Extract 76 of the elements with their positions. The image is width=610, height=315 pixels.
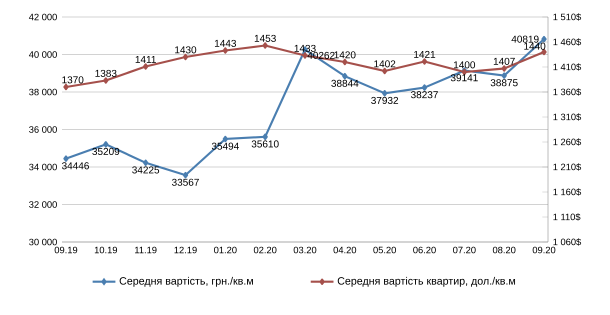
data-label: 34446 — [62, 162, 89, 170]
y2-tick-label: 1 110$ — [553, 213, 580, 221]
data-label: 39141 — [450, 74, 478, 82]
y-tick-label: 42 000 — [28, 14, 57, 20]
data-label: 1400 — [454, 61, 476, 68]
point — [182, 54, 188, 60]
point — [222, 47, 228, 54]
data-label: 40819 — [512, 36, 539, 43]
data-label: 38844 — [331, 80, 358, 87]
point — [502, 65, 507, 72]
data-label: 35610 — [252, 140, 279, 148]
x-tick-label: 02.20 — [254, 246, 276, 254]
y-tick-label: 32 000 — [29, 201, 57, 208]
x-tick-label: 10.19 — [94, 246, 118, 254]
data-label: 33567 — [172, 178, 199, 186]
point — [302, 52, 308, 59]
legend-label: Середня вартість, грн./кв.м — [120, 276, 253, 287]
y2-tick-label: 1 060$ — [553, 238, 582, 246]
data-label: 1402 — [374, 60, 396, 68]
data-label: 34225 — [132, 166, 160, 174]
y2-tick-label: 1 310$ — [553, 113, 582, 121]
point — [142, 63, 148, 70]
y2-tick-label: 1 510$ — [553, 13, 582, 21]
y2-tick-label: 1 260$ — [553, 138, 582, 146]
data-label: 38237 — [410, 91, 438, 98]
y2-tick-label: 1 160$ — [553, 188, 582, 196]
point — [103, 77, 108, 84]
x-tick-label: 03.20 — [294, 246, 316, 254]
x-tick-label: 09.20 — [532, 246, 556, 254]
data-label: 37932 — [371, 96, 398, 104]
point — [63, 84, 69, 90]
y-tick-label: 38 000 — [29, 88, 57, 96]
point — [422, 58, 428, 65]
point — [182, 172, 188, 178]
y2-tick-label: 1 210$ — [553, 163, 582, 171]
point — [63, 155, 69, 162]
data-label: 1411 — [136, 56, 156, 63]
point — [502, 72, 507, 79]
point — [262, 42, 268, 49]
data-label: 1443 — [214, 40, 236, 47]
y-tick-label: 34 000 — [29, 164, 57, 170]
data-label: 1421 — [414, 50, 436, 58]
data-label: 1430 — [175, 46, 196, 54]
point — [103, 141, 108, 148]
y-tick-label: 40 000 — [28, 51, 57, 58]
x-tick-label: 08.20 — [492, 246, 516, 254]
data-label: 1420 — [334, 51, 356, 58]
y-tick-label: 36 000 — [29, 126, 57, 133]
point — [422, 84, 428, 91]
point — [342, 58, 348, 66]
x-tick-label: 05.20 — [373, 246, 396, 254]
point — [382, 90, 388, 96]
x-tick-label: 07.20 — [453, 246, 476, 254]
data-label: 35209 — [92, 148, 120, 156]
point — [541, 36, 547, 42]
point — [382, 68, 388, 74]
data-label: 1370 — [62, 76, 84, 84]
legend-label: Середня вартість квартир, дол./кв.м — [338, 276, 516, 287]
x-tick-label: 11.19 — [135, 246, 157, 254]
point — [262, 134, 268, 140]
data-label: 1383 — [95, 70, 117, 77]
y2-tick-label: 1 360$ — [553, 88, 582, 96]
data-label: 1453 — [254, 34, 276, 42]
y-tick-label: 30 000 — [29, 238, 57, 246]
x-tick-label: 06.20 — [413, 246, 436, 254]
y2-tick-label: 1 460$ — [553, 38, 582, 46]
point — [342, 72, 348, 80]
point — [222, 136, 228, 142]
x-tick-label: 12.19 — [174, 246, 197, 254]
x-tick-label: 01.20 — [214, 246, 237, 254]
y2-tick-label: 1 410$ — [553, 63, 582, 71]
x-tick-label: 04.20 — [334, 246, 356, 254]
point — [142, 160, 148, 166]
x-tick-label: 09.19 — [54, 246, 78, 254]
data-label: 1407 — [494, 58, 515, 65]
data-label: 38875 — [490, 79, 518, 86]
